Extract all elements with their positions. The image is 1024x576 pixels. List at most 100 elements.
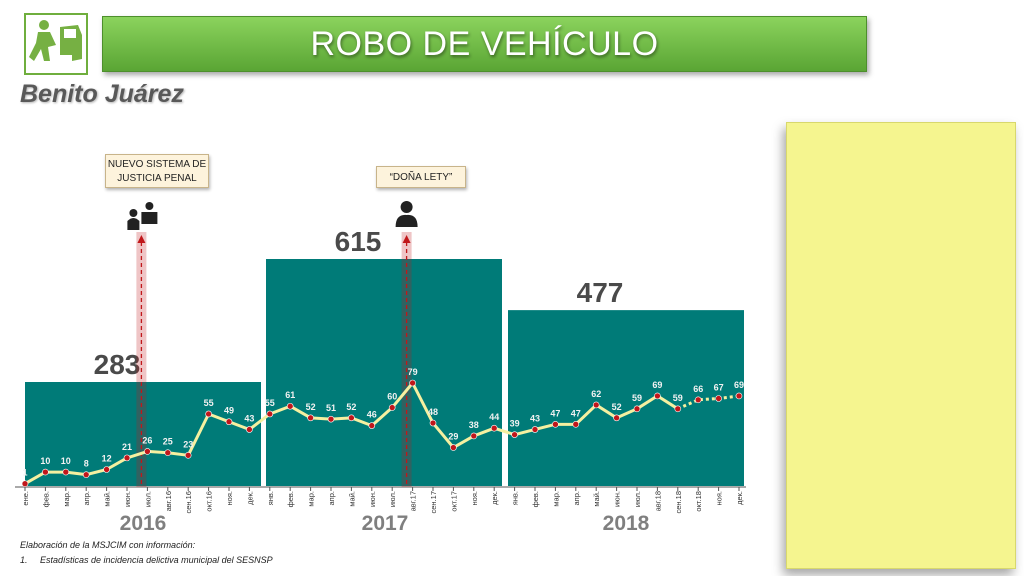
data-label: 10 [61, 456, 71, 466]
data-point [511, 431, 518, 438]
event-arrow [137, 235, 146, 243]
data-point [552, 421, 559, 428]
page-title: ROBO DE VEHÍCULO [310, 24, 659, 63]
data-label: 55 [265, 398, 275, 408]
callout-lety: “DOÑA LETY” [376, 166, 466, 188]
data-point [62, 468, 70, 476]
x-tick-label: мар. [551, 491, 560, 507]
x-tick-label: янв. [511, 491, 520, 505]
x-tick-label: авг.16 [164, 491, 173, 511]
x-tick-label: июн. [613, 491, 622, 507]
year-label: 2017 [362, 512, 409, 535]
x-tick-label: авг.18 [653, 491, 662, 511]
courtroom-icon-desk [141, 212, 158, 224]
x-tick-label: мар. [62, 491, 71, 507]
year-total-label: 477 [577, 277, 624, 308]
x-tick-label: дек. [490, 491, 499, 505]
year-total-label: 615 [335, 226, 382, 257]
data-point [429, 419, 437, 427]
data-point [348, 414, 355, 422]
x-tick-label: фев. [41, 491, 50, 507]
data-point [715, 395, 722, 402]
x-tick-label: май. [103, 491, 112, 507]
data-point [327, 415, 335, 423]
data-label: 21 [122, 442, 132, 452]
data-label: 43 [530, 413, 540, 423]
data-label: 46 [367, 410, 377, 420]
data-point [286, 402, 294, 410]
data-point [184, 452, 192, 459]
data-point [368, 422, 376, 429]
x-tick-label: окт.17 [449, 491, 458, 512]
car-theft-icon [29, 20, 82, 61]
courtroom-icon-head [129, 209, 138, 217]
data-label: 39 [510, 419, 520, 429]
data-point [42, 468, 49, 476]
data-label: 61 [285, 390, 295, 400]
data-point [307, 414, 314, 422]
data-point [388, 404, 396, 411]
data-point [592, 401, 600, 409]
x-tick-label: фев. [531, 491, 540, 507]
data-label: 38 [469, 420, 479, 430]
x-tick-label: июл. [633, 491, 642, 507]
x-tick-label: июл. [143, 491, 152, 507]
data-point [266, 410, 274, 418]
data-label: 48 [428, 407, 438, 417]
data-point [572, 421, 580, 428]
woman-official-icon [400, 201, 413, 213]
data-point [490, 424, 498, 432]
x-tick-label: май. [347, 491, 356, 507]
callout-nsjp: NUEVO SISTEMA DE JUSTICIA PENAL [105, 154, 209, 188]
data-point [654, 392, 661, 400]
x-tick-label: окт.16 [205, 491, 214, 512]
title-banner: ROBO DE VEHÍCULO [102, 16, 867, 72]
data-label: 69 [652, 380, 662, 390]
data-label: 8 [84, 459, 89, 469]
data-label: 51 [326, 403, 336, 413]
x-tick-label: мар. [307, 491, 316, 507]
data-point [674, 405, 682, 413]
x-tick-label: ноя. [715, 491, 724, 505]
courtroom-icon-head [145, 202, 154, 210]
data-label: 23 [183, 439, 193, 449]
x-tick-label: сен.16 [184, 491, 193, 514]
year-bar-2016 [25, 382, 261, 486]
data-point [82, 471, 90, 478]
courtroom-icon [127, 218, 140, 230]
x-tick-label: янв. [266, 491, 275, 505]
data-label: 67 [714, 382, 724, 392]
x-tick-label: авг.17 [409, 491, 418, 511]
x-tick-label: июн. [123, 491, 132, 507]
data-point [409, 379, 416, 387]
data-label: 52 [346, 402, 356, 412]
data-label: 1 [22, 468, 27, 478]
data-point [246, 426, 253, 433]
data-label: 55 [204, 398, 214, 408]
data-point [531, 426, 539, 433]
year-total-label: 283 [94, 349, 141, 380]
data-point [694, 396, 702, 404]
note-panel [786, 122, 1016, 569]
data-point [633, 405, 641, 413]
event-arrow [402, 235, 411, 243]
data-point [123, 454, 131, 462]
x-tick-label: окт.18 [694, 491, 703, 512]
data-label: 60 [387, 392, 397, 402]
data-label: 44 [489, 412, 499, 422]
x-tick-label: сен.18 [674, 491, 683, 514]
data-label: 52 [306, 402, 316, 412]
data-point [164, 449, 172, 457]
x-tick-label: ноя. [225, 491, 234, 505]
municipality-label: Benito Juárez [20, 80, 184, 108]
data-point [205, 410, 212, 418]
x-tick-label: фев. [286, 491, 295, 507]
year-label: 2018 [603, 512, 650, 535]
x-tick-label: апр. [82, 491, 91, 506]
footer-source-item: 1. Estadísticas de incidencia delictiva … [20, 555, 273, 565]
data-label: 49 [224, 406, 234, 416]
x-tick-label: июл. [388, 491, 397, 507]
x-tick-label: июн. [368, 491, 377, 507]
x-tick-label: ноя. [470, 491, 479, 505]
x-tick-label: ене. [21, 491, 30, 506]
